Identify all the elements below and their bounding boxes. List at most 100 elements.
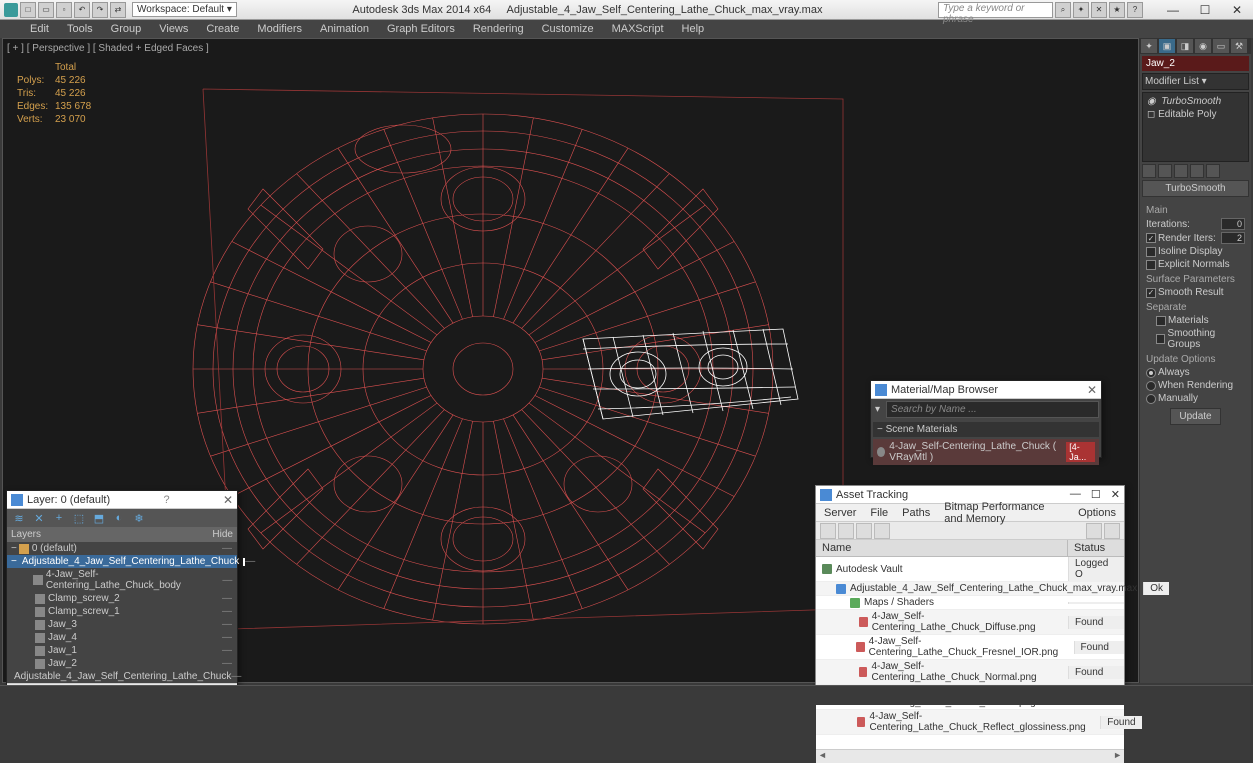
layer-row[interactable]: −Adjustable_4_Jaw_Self_Centering_Lathe_C… [7,555,237,568]
menu-graph-editors[interactable]: Graph Editors [387,23,455,35]
link-icon[interactable]: ⇄ [110,2,126,18]
asset-maximize-icon[interactable]: ☐ [1091,488,1101,501]
update-always-radio[interactable] [1146,368,1156,378]
asset-refresh-icon[interactable] [820,523,836,539]
menu-help[interactable]: Help [682,23,705,35]
create-tab[interactable]: ✦ [1140,38,1158,54]
layer-row[interactable]: Clamp_screw_1— [7,605,237,618]
make-unique-icon[interactable] [1174,164,1188,178]
asset-row[interactable]: Autodesk VaultLogged O [816,557,1124,582]
menu-modifiers[interactable]: Modifiers [257,23,302,35]
turbosmooth-rollout-header[interactable]: TurboSmooth [1142,180,1249,197]
menu-animation[interactable]: Animation [320,23,369,35]
asset-scrollbar[interactable] [816,749,1124,763]
minimize-button[interactable]: — [1161,3,1185,17]
layer-row[interactable]: Jaw_2— [7,657,237,670]
layer-delete-icon[interactable]: ✕ [31,510,47,526]
open-icon[interactable]: ▭ [38,2,54,18]
search-icon[interactable]: ⌕ [1055,2,1071,18]
menu-rendering[interactable]: Rendering [473,23,524,35]
explicit-normals-checkbox[interactable] [1146,260,1156,270]
save-icon[interactable]: ▫ [56,2,72,18]
layer-freeze-icon[interactable]: ❄ [131,510,147,526]
display-tab[interactable]: ▭ [1212,38,1230,54]
asset-row[interactable]: 4-Jaw_Self-Centering_Lathe_Chuck_Diffuse… [816,610,1124,635]
matbrowser-options-icon[interactable]: ▾ [871,404,884,415]
smooth-result-checkbox[interactable]: ✓ [1146,288,1156,298]
layer-row[interactable]: −0 (default)— [7,542,237,555]
layer-panel-close-icon[interactable]: ✕ [223,493,233,507]
update-rendering-radio[interactable] [1146,381,1156,391]
asset-status-column-header[interactable]: Status [1068,540,1124,556]
matbrowser-search-input[interactable]: Search by Name ... [886,401,1099,418]
modifier-list-dropdown[interactable]: Modifier List ▾ [1142,73,1249,90]
help-search-input[interactable]: Type a keyword or phrase [938,2,1053,18]
modifier-stack[interactable]: ◉ TurboSmooth ◻ Editable Poly [1142,92,1249,162]
layer-highlight-icon[interactable]: ⬒ [91,510,107,526]
close-button[interactable]: ✕ [1225,3,1249,17]
layer-new-icon[interactable]: ≋ [11,510,27,526]
menu-tools[interactable]: Tools [67,23,93,35]
menu-edit[interactable]: Edit [30,23,49,35]
modify-tab[interactable]: ▣ [1158,38,1176,54]
undo-icon[interactable]: ↶ [74,2,90,18]
motion-tab[interactable]: ◉ [1194,38,1212,54]
menu-views[interactable]: Views [159,23,188,35]
maximize-button[interactable]: ☐ [1193,3,1217,17]
signin-icon[interactable]: ✦ [1073,2,1089,18]
object-name-field[interactable]: Jaw_2 [1142,56,1249,71]
asset-menu-file[interactable]: File [870,507,888,519]
asset-tb5-icon[interactable] [1086,523,1102,539]
layer-row[interactable]: Jaw_1— [7,644,237,657]
matbrowser-scene-section[interactable]: − Scene Materials [873,422,1099,437]
asset-menu-server[interactable]: Server [824,507,856,519]
asset-row[interactable]: Maps / Shaders [816,596,1124,610]
menu-group[interactable]: Group [111,23,142,35]
layer-row[interactable]: Adjustable_4_Jaw_Self_Centering_Lathe_Ch… [7,670,237,683]
layer-select-icon[interactable]: ⬚ [71,510,87,526]
render-iters-spinner[interactable]: 2 [1221,232,1245,244]
update-button[interactable]: Update [1170,408,1220,425]
workspace-selector[interactable]: Workspace: Default ▾ [132,2,237,17]
layer-row[interactable]: Jaw_3— [7,618,237,631]
redo-icon[interactable]: ↷ [92,2,108,18]
viewport-label[interactable]: [ + ] [ Perspective ] [ Shaded + Edged F… [7,43,209,54]
smoothing-groups-checkbox[interactable] [1156,334,1165,344]
menu-create[interactable]: Create [206,23,239,35]
asset-menu-paths[interactable]: Paths [902,507,930,519]
asset-minimize-icon[interactable]: — [1070,488,1081,501]
layer-hide-icon[interactable]: ◐ [111,510,127,526]
asset-row[interactable]: 4-Jaw_Self-Centering_Lathe_Chuck_Reflect… [816,710,1124,735]
asset-menu-options[interactable]: Options [1078,507,1116,519]
render-iters-checkbox[interactable]: ✓ [1146,233,1156,243]
asset-menu-bitmap-performance-and-memory[interactable]: Bitmap Performance and Memory [944,501,1064,525]
asset-tb6-icon[interactable] [1104,523,1120,539]
layer-row[interactable]: 4-Jaw_Self-Centering_Lathe_Chuck_body— [7,568,237,592]
remove-modifier-icon[interactable] [1190,164,1204,178]
matbrowser-close-icon[interactable]: ✕ [1087,383,1097,397]
hierarchy-tab[interactable]: ◨ [1176,38,1194,54]
favorites-icon[interactable]: ★ [1109,2,1125,18]
asset-name-column-header[interactable]: Name [816,540,1068,556]
asset-tb3-icon[interactable] [856,523,872,539]
asset-tb4-icon[interactable] [874,523,890,539]
exchange-icon[interactable]: ✕ [1091,2,1107,18]
new-icon[interactable]: □ [20,2,36,18]
pin-stack-icon[interactable] [1142,164,1156,178]
asset-row[interactable]: 4-Jaw_Self-Centering_Lathe_Chuck_Fresnel… [816,635,1124,660]
asset-row[interactable]: 4-Jaw_Self-Centering_Lathe_Chuck_Normal.… [816,660,1124,685]
asset-tb2-icon[interactable] [838,523,854,539]
asset-row[interactable]: Adjustable_4_Jaw_Self_Centering_Lathe_Ch… [816,582,1124,596]
isoline-checkbox[interactable] [1146,247,1156,257]
layer-row[interactable]: Jaw_4— [7,631,237,644]
menu-maxscript[interactable]: MAXScript [612,23,664,35]
modifier-turbosmooth[interactable]: ◉ TurboSmooth [1145,95,1246,108]
help-icon[interactable]: ? [1127,2,1143,18]
layer-panel-help-icon[interactable]: ? [163,494,169,506]
layer-row[interactable]: Clamp_screw_2— [7,592,237,605]
utilities-tab[interactable]: ⚒ [1230,38,1248,54]
iterations-spinner[interactable]: 0 [1221,218,1245,230]
layer-add-icon[interactable]: + [51,510,67,526]
configure-sets-icon[interactable] [1206,164,1220,178]
matbrowser-material-item[interactable]: 4-Jaw_Self-Centering_Lathe_Chuck ( VRayM… [873,439,1099,465]
